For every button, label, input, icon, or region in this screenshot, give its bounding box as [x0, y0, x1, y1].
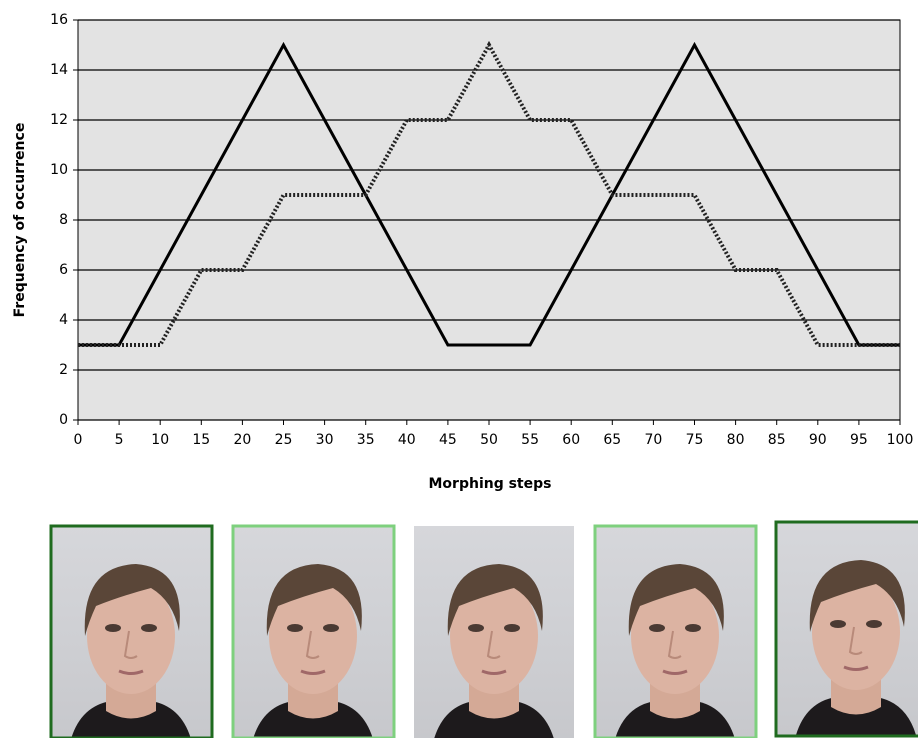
x-tick-label: 30: [316, 432, 334, 448]
y-tick-label: 10: [50, 162, 68, 178]
series-line: [78, 41, 900, 347]
x-tick-label: 75: [686, 432, 704, 448]
x-tick-label: 40: [398, 432, 416, 448]
x-tick-label: 25: [275, 432, 293, 448]
x-tick-label: 50: [480, 432, 498, 448]
face-photo: [49, 524, 213, 738]
x-tick-label: 0: [74, 432, 83, 448]
x-tick-label: 5: [115, 432, 124, 448]
face-photo: [412, 524, 576, 738]
x-tick-label: 65: [603, 432, 621, 448]
y-tick-label: 8: [59, 212, 68, 228]
x-tick-label: 15: [192, 432, 210, 448]
x-tick-label: 35: [357, 432, 375, 448]
plot: 0 2 4 6 8 10 12 14 16 0 5 10 15 20 25 30 35 40 45 50 55 60 65 7…: [50, 12, 913, 448]
y-tick-label: 16: [50, 12, 68, 28]
y-tick-label: 2: [59, 362, 68, 378]
x-axis-label: Morphing steps: [429, 476, 552, 492]
x-tick-label: 60: [562, 432, 580, 448]
x-tick-label: 100: [887, 432, 914, 448]
x-tick-label: 20: [233, 432, 251, 448]
y-tick-label: 12: [50, 112, 68, 128]
y-axis-label: Frequency of occurrence: [12, 123, 28, 318]
y-tick-label: 4: [59, 312, 68, 328]
x-tick-label: 80: [727, 432, 745, 448]
photo-row: [49, 520, 918, 738]
y-tick-label: 6: [59, 262, 68, 278]
x-tick-label: 70: [644, 432, 662, 448]
y-tick-label: 14: [50, 62, 68, 78]
face-photo: [231, 524, 395, 738]
photo-frame: [593, 524, 758, 738]
face-photo: [774, 520, 918, 737]
series-line: [78, 40, 900, 347]
photo-frame: [231, 524, 396, 738]
photo-frame: [49, 524, 214, 738]
x-tick-label: 85: [768, 432, 786, 448]
x-tick-label: 55: [521, 432, 539, 448]
x-tick-label: 90: [809, 432, 827, 448]
photo-frame: [774, 520, 918, 738]
x-tick-label: 10: [151, 432, 169, 448]
face-photo: [593, 524, 757, 738]
x-tick-label: 45: [439, 432, 457, 448]
y-tick-label: 0: [59, 412, 68, 428]
x-tick-label: 95: [850, 432, 868, 448]
